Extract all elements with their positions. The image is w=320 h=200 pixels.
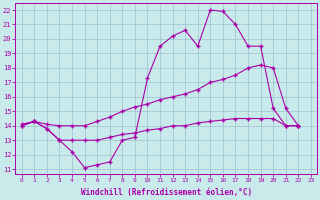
X-axis label: Windchill (Refroidissement éolien,°C): Windchill (Refroidissement éolien,°C) (81, 188, 252, 197)
